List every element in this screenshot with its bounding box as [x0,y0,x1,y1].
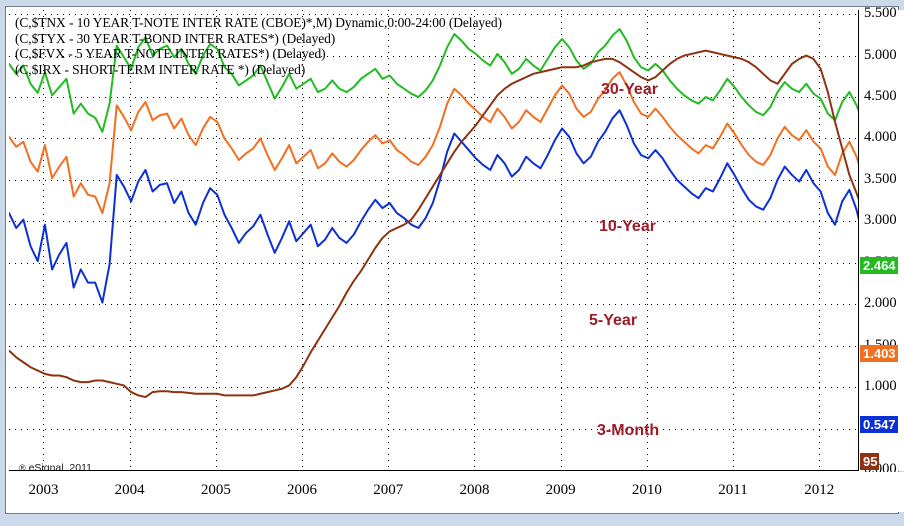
time-tick-2003: 2003 [28,482,59,498]
registered-mark-icon: ® [19,463,26,471]
series-line-5-year[interactable] [9,109,858,424]
time-tick-2006: 2006 [287,482,318,498]
price-axis[interactable]: 5.5005.0004.5004.0003.5003.0002.5002.000… [860,5,904,477]
esignal-watermark: ® eSignal, 2011 [19,462,93,471]
time-tick-2010: 2010 [631,482,662,498]
price-tick-5-500: 5.500 [864,5,897,22]
price-tick-4-500: 4.500 [864,88,897,105]
time-tick-2005: 2005 [200,482,231,498]
time-tick-2008: 2008 [459,482,490,498]
price-tick-5-000: 5.000 [864,46,897,63]
label-10-year: 10-Year [599,218,656,235]
price-tick-3-500: 3.500 [864,170,897,187]
price-tick-4-000: 4.000 [864,129,897,146]
time-axis[interactable]: 2003 2004 2005 2006 2007 2008 2009 2010 2011 2012 [9,472,859,512]
series-line-3-month[interactable] [9,49,858,465]
time-tick-2011: 2011 [718,482,748,498]
time-tick-2009: 2009 [545,482,576,498]
watermark-text: eSignal, 2011 [28,462,93,471]
time-tick-2012: 2012 [804,482,835,498]
price-tick-2-000: 2.000 [864,295,897,312]
chart-canvas [9,10,858,470]
label-3-month: 3-Month [597,422,660,439]
5-year-tag[interactable]: 0.547 [860,415,898,433]
chart-frame: (C,$TNX - 10 YEAR T-NOTE INTER RATE (CBO… [5,5,904,514]
plot-area[interactable]: (C,$TNX - 10 YEAR T-NOTE INTER RATE (CBO… [9,10,859,471]
time-tick-2004: 2004 [114,482,145,498]
axis-corner [860,472,904,512]
series-line-10-year[interactable] [9,71,858,354]
series-line-30-year[interactable] [9,28,858,266]
3-month-tag[interactable]: 95 [860,453,880,471]
time-tick-2007: 2007 [373,482,404,498]
price-tick-3-000: 3.000 [864,212,897,229]
10-year-tag[interactable]: 1.403 [860,344,898,362]
30-year-tag[interactable]: 2.464 [860,256,898,274]
price-tick-1-000: 1.000 [864,378,897,395]
label-30-year: 30-Year [601,81,658,98]
label-5-year: 5-Year [589,312,638,329]
